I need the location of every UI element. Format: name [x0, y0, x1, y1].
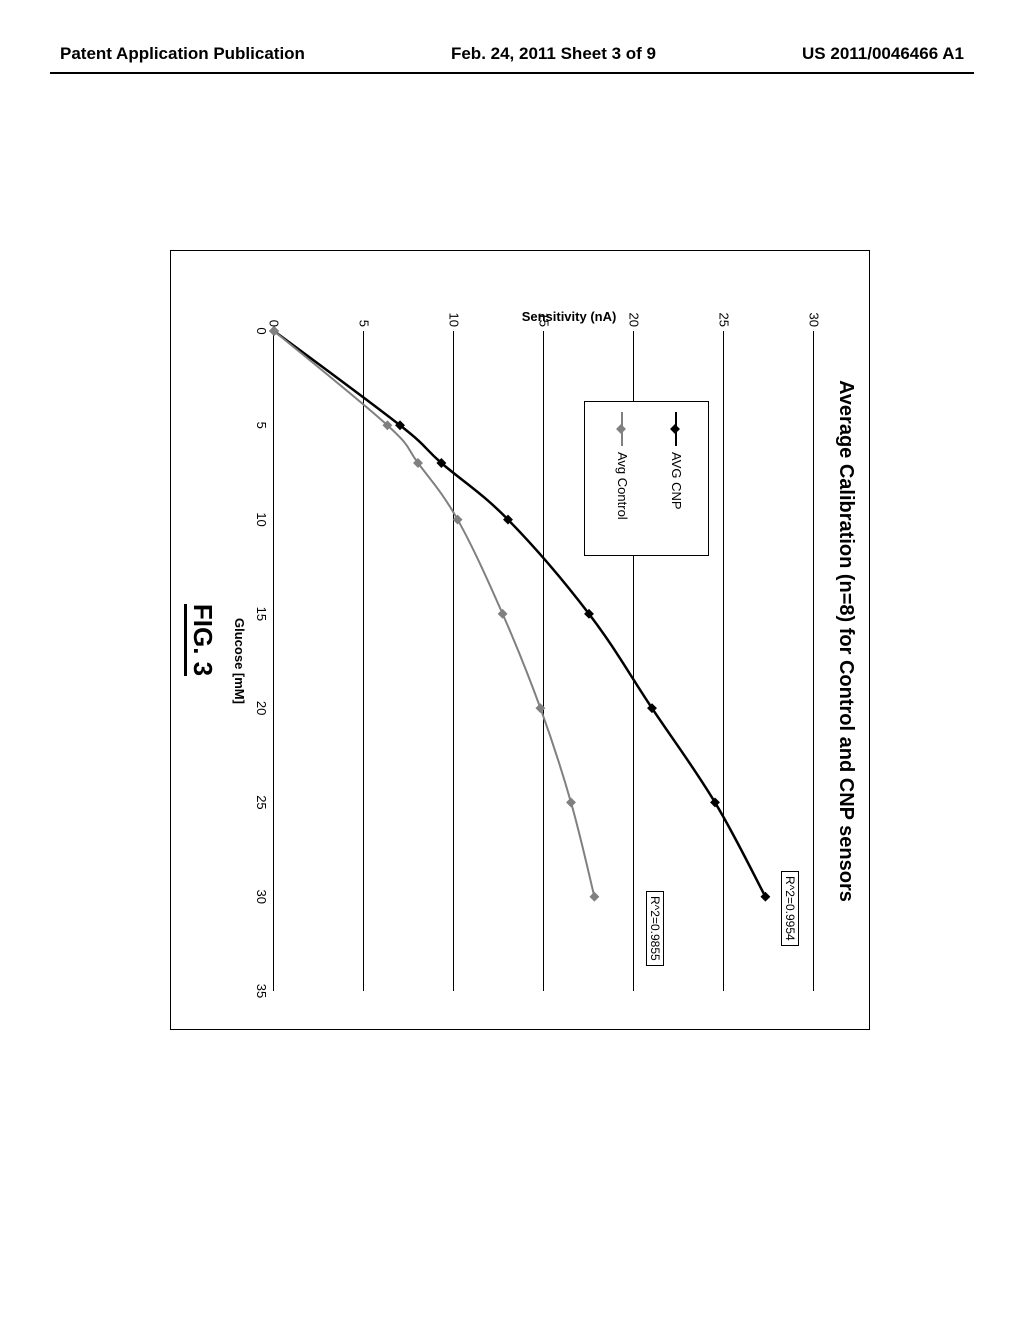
series-line: [274, 331, 594, 897]
y-tick-label: 30: [807, 313, 822, 327]
legend-item-cnp: AVG CNP: [669, 412, 684, 510]
diamond-marker-icon: [589, 892, 599, 902]
r-squared-annotation: R^2=0.9954: [781, 871, 799, 946]
x-tick-label: 25: [254, 795, 269, 809]
y-tick-label: 15: [537, 313, 552, 327]
legend-label-cnp: AVG CNP: [669, 452, 684, 510]
chart-border: Average Calibration (n=8) for Control an…: [170, 250, 870, 1030]
chart-svg: [274, 331, 814, 991]
x-tick-label: 10: [254, 512, 269, 526]
x-tick-label: 30: [254, 889, 269, 903]
diamond-marker-icon: [760, 892, 770, 902]
legend-line-icon: [622, 412, 624, 446]
diamond-marker-icon: [617, 424, 627, 434]
x-tick-label: 0: [254, 327, 269, 334]
y-tick-label: 25: [717, 313, 732, 327]
y-tick-label: 5: [357, 320, 372, 327]
y-tick-label: 0: [267, 320, 282, 327]
r-squared-annotation: R^2=0.9855: [646, 891, 664, 966]
x-tick-label: 35: [254, 984, 269, 998]
legend-line-icon: [676, 412, 678, 446]
figure-caption: FIG. 3: [187, 250, 218, 1030]
figure-caption-text: FIG. 3: [184, 604, 218, 676]
chart-title: Average Calibration (n=8) for Control an…: [834, 251, 857, 1031]
diamond-marker-icon: [671, 424, 681, 434]
diamond-marker-icon: [498, 609, 508, 619]
diamond-marker-icon: [566, 797, 576, 807]
legend-label-control: Avg Control: [615, 452, 630, 520]
page-header: Patent Application Publication Feb. 24, …: [0, 44, 1024, 64]
figure-wrap: Average Calibration (n=8) for Control an…: [90, 250, 870, 950]
header-left: Patent Application Publication: [60, 44, 305, 64]
x-tick-label: 15: [254, 607, 269, 621]
x-tick-label: 5: [254, 422, 269, 429]
header-center: Feb. 24, 2011 Sheet 3 of 9: [451, 44, 656, 64]
y-tick-label: 10: [447, 313, 462, 327]
legend: AVG CNP Avg Control: [584, 401, 709, 556]
legend-item-control: Avg Control: [615, 412, 630, 520]
header-right: US 2011/0046466 A1: [802, 44, 964, 64]
x-axis-label: Glucose [mM]: [232, 331, 247, 991]
header-rule: [50, 72, 974, 74]
y-tick-label: 20: [627, 313, 642, 327]
diamond-marker-icon: [535, 703, 545, 713]
plot-area: [274, 331, 814, 991]
x-tick-label: 20: [254, 701, 269, 715]
diamond-marker-icon: [453, 515, 463, 525]
